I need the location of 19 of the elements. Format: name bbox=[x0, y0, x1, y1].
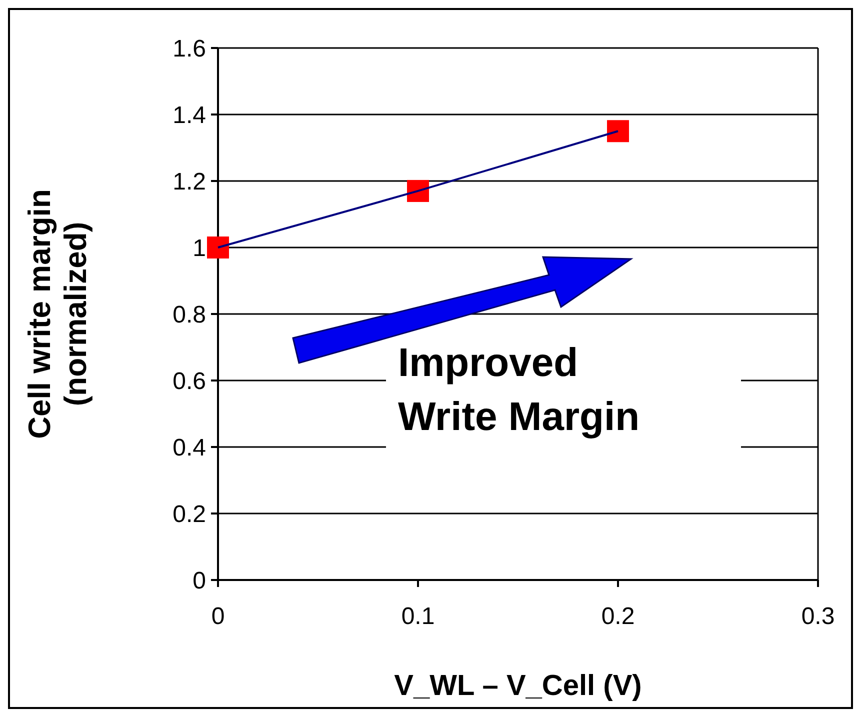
y-axis-title: Cell write margin (normalized) bbox=[22, 189, 93, 439]
x-tick-label: 0 bbox=[211, 603, 225, 630]
y-tick-label: 0.2 bbox=[172, 500, 206, 528]
y-tick-label: 1.4 bbox=[172, 102, 206, 129]
y-tick-label: 0 bbox=[192, 567, 206, 594]
y-tick-label: 1.2 bbox=[172, 168, 206, 196]
y-tick-label: 0.8 bbox=[172, 301, 206, 328]
annotation: Improved Write Margin bbox=[398, 341, 640, 439]
x-tick-label: 0.1 bbox=[401, 603, 435, 630]
x-tick-label: 0.3 bbox=[801, 603, 835, 630]
y-tick-label: 1 bbox=[192, 234, 206, 262]
y-tick-label: 1.6 bbox=[172, 35, 206, 62]
point bbox=[407, 180, 429, 202]
y-tick-label: 0.6 bbox=[172, 368, 206, 395]
x-tick-label: 0.2 bbox=[601, 603, 635, 630]
x-axis-title: V_WL – V_Cell (V) bbox=[394, 670, 642, 702]
point bbox=[207, 236, 229, 258]
y-tick-label: 0.4 bbox=[172, 434, 206, 462]
point bbox=[607, 120, 629, 142]
